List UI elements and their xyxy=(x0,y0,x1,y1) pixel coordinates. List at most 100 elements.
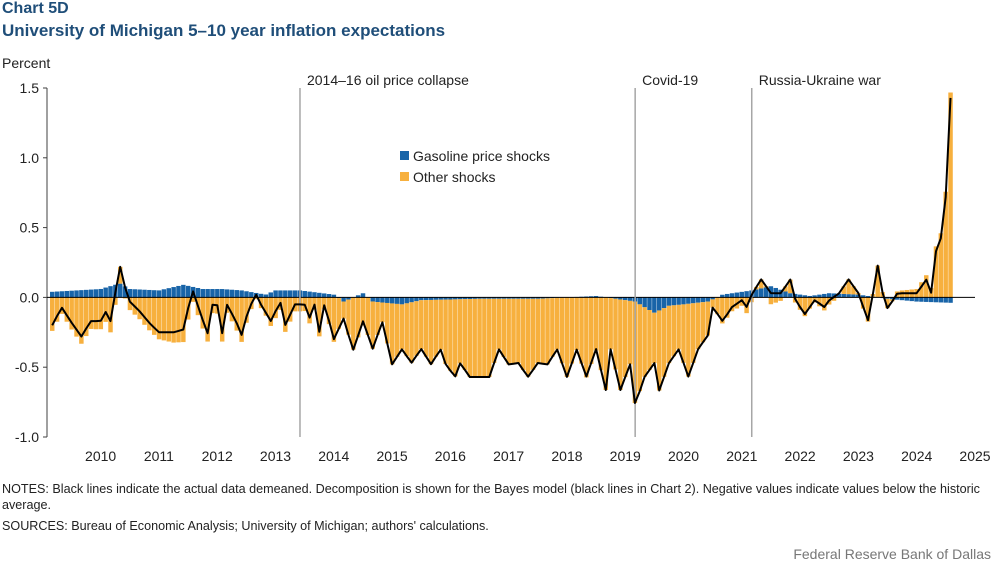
gasoline-shock-bar xyxy=(151,290,157,298)
other-shock-bar xyxy=(783,286,788,292)
other-shock-bar xyxy=(244,297,249,323)
other-shock-bar xyxy=(535,298,541,364)
gasoline-shock-bar xyxy=(54,291,60,298)
gasoline-shock-bar xyxy=(443,297,448,300)
other-shock-bar xyxy=(385,302,390,344)
other-shock-bar xyxy=(511,298,516,364)
y-tick-label: -1.0 xyxy=(15,429,39,445)
other-shock-bar xyxy=(700,302,706,343)
gasoline-shock-bar xyxy=(477,297,482,299)
other-shock-bar xyxy=(428,299,434,365)
gasoline-shock-bar xyxy=(166,288,172,298)
other-shock-bar xyxy=(122,297,128,299)
gasoline-shock-bar xyxy=(788,293,793,298)
legend-swatch-gasoline xyxy=(400,151,409,160)
other-shock-bar xyxy=(627,300,633,365)
gasoline-shock-bar xyxy=(904,297,910,301)
gasoline-shock-bar xyxy=(161,289,167,298)
other-shock-bar xyxy=(647,309,652,370)
other-shock-bar xyxy=(477,298,482,377)
gasoline-shock-bar xyxy=(885,297,890,299)
gasoline-shock-bar xyxy=(938,297,944,303)
other-shock-bar xyxy=(50,297,55,331)
other-shock-bar xyxy=(380,302,385,323)
chart-title: University of Michigan 5–10 year inflati… xyxy=(2,21,446,40)
gasoline-shock-bar xyxy=(516,297,521,299)
other-shock-bar xyxy=(584,297,589,378)
gasoline-shock-bar xyxy=(244,291,249,298)
other-shock-bar xyxy=(851,286,856,295)
gasoline-shock-bar xyxy=(93,289,99,298)
gasoline-shock-bar xyxy=(661,297,667,309)
gasoline-shock-bar xyxy=(710,297,715,300)
x-tick-label: 2024 xyxy=(901,448,932,464)
gasoline-shock-bar xyxy=(928,297,934,303)
gasoline-shock-bar xyxy=(453,297,458,300)
other-shock-bar xyxy=(676,304,681,350)
gasoline-shock-bar xyxy=(690,297,696,304)
other-shock-bar xyxy=(409,302,414,363)
other-shock-bar xyxy=(219,297,225,342)
other-shock-bar xyxy=(729,297,735,312)
gasoline-shock-bar xyxy=(496,297,502,299)
gasoline-shock-bar xyxy=(414,297,419,302)
gasoline-shock-bar xyxy=(506,297,511,299)
other-shock-bar xyxy=(394,303,400,357)
other-shock-bar xyxy=(142,297,147,325)
publisher-credit: Federal Reserve Bank of Dallas xyxy=(793,546,991,562)
other-shock-bar xyxy=(608,298,613,350)
gasoline-shock-bar xyxy=(423,297,429,301)
gasoline-shock-bar xyxy=(59,291,65,298)
gasoline-shock-bar xyxy=(273,290,278,298)
gasoline-shock-bar xyxy=(283,290,288,298)
gasoline-shock-bar xyxy=(331,294,337,298)
other-shock-bar xyxy=(773,297,778,303)
other-shock-bar xyxy=(579,297,584,364)
x-tick-label: 2022 xyxy=(785,448,816,464)
other-shock-bar xyxy=(758,279,764,289)
gasoline-shock-bar xyxy=(705,297,710,302)
gasoline-shock-bar xyxy=(171,287,176,298)
gasoline-shock-bar xyxy=(472,297,477,299)
gasoline-shock-bar xyxy=(758,288,764,298)
event-label: 2014–16 oil price collapse xyxy=(307,72,469,88)
gasoline-shock-bar xyxy=(618,297,623,300)
gasoline-shock-bar xyxy=(613,297,618,299)
other-shock-bar xyxy=(948,92,953,298)
other-shock-bar xyxy=(79,297,84,344)
other-shock-bar xyxy=(419,300,424,350)
gasoline-shock-bar xyxy=(462,297,468,300)
gasoline-shock-bar xyxy=(278,290,283,298)
event-label: Russia-Ukraine war xyxy=(759,72,881,88)
other-shock-bar xyxy=(924,275,929,298)
other-shock-bar xyxy=(613,298,618,370)
gasoline-shock-bar xyxy=(98,288,104,298)
x-tick-label: 2017 xyxy=(493,448,524,464)
gasoline-shock-bar xyxy=(287,290,293,298)
gasoline-shock-bar xyxy=(700,297,706,303)
other-shock-bar xyxy=(695,302,701,350)
other-shock-bar xyxy=(117,266,123,284)
gasoline-shock-bar xyxy=(695,297,701,303)
gasoline-shock-bar xyxy=(69,290,74,298)
gasoline-shock-bar xyxy=(103,287,108,298)
gasoline-shock-bar xyxy=(525,297,531,299)
other-shock-bar xyxy=(943,191,948,298)
other-shock-bar xyxy=(690,303,696,363)
gasoline-shock-bar xyxy=(185,285,191,298)
other-shock-bar xyxy=(569,297,575,364)
other-shock-bar xyxy=(487,298,492,377)
gasoline-shock-bar xyxy=(846,294,851,298)
gasoline-shock-bar xyxy=(205,289,210,298)
gasoline-shock-bar xyxy=(924,297,929,302)
other-shock-bar xyxy=(919,282,924,298)
gasoline-shock-bar xyxy=(540,297,545,299)
other-shock-bar xyxy=(545,298,550,365)
gasoline-shock-bar xyxy=(176,285,181,298)
gasoline-shock-bar xyxy=(734,292,740,298)
other-shock-bar xyxy=(287,297,293,322)
other-shock-bar xyxy=(181,297,186,343)
gasoline-shock-bar xyxy=(622,297,628,301)
other-shock-bar xyxy=(370,301,375,349)
gasoline-shock-bar xyxy=(739,291,744,298)
